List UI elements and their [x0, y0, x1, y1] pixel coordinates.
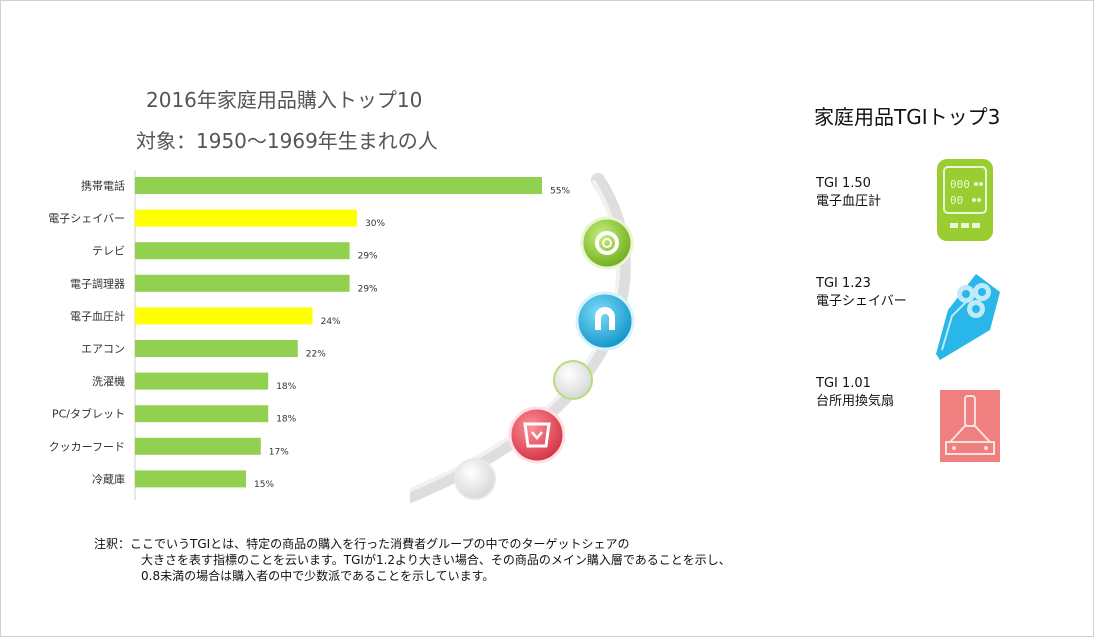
tgi-value: TGI 1.50 — [816, 176, 871, 191]
bar-chart: 携帯電話 55% 電子シェイバー 30% テレビ 29% 電子調理器 29% 電子血圧計 24% エ… — [48, 170, 570, 500]
category-label: 電子調理器 — [70, 276, 125, 290]
svg-text:00: 00 — [950, 194, 963, 207]
white-bubble — [454, 458, 496, 500]
bar — [135, 307, 313, 325]
category-label: 洗濯機 — [92, 374, 125, 388]
footnote-line: ここでいうTGIとは、特定の商品の購入を行った消費者グループの中でのターゲットシ… — [130, 537, 630, 551]
tgi-panel-title: 家庭用品TGIトップ3 — [814, 105, 1001, 129]
category-label: クッカーフード — [49, 440, 125, 453]
value-label: 24% — [321, 317, 341, 327]
bucket-icon — [508, 406, 566, 464]
decorative-curve-graphic — [410, 173, 635, 503]
value-label: 29% — [358, 252, 378, 262]
value-label: 55% — [550, 187, 570, 197]
footnote: 注釈：ここでいうTGIとは、特定の商品の購入を行った消費者グループの中でのターゲ… — [94, 536, 731, 584]
tgi-item-3: TGI 1.01 台所用換気扇 — [816, 375, 894, 411]
footnote-prefix: 注釈： — [94, 537, 131, 551]
chart-subtitle: 対象：1950～1969年生まれの人 — [136, 129, 438, 153]
category-label: 冷蔵庫 — [92, 472, 125, 486]
magnet-icon — [575, 291, 635, 351]
value-label: 17% — [269, 447, 289, 457]
bar — [135, 177, 542, 194]
tgi-value: TGI 1.23 — [816, 276, 871, 291]
tgi-product-name: 電子血圧計 — [816, 194, 882, 209]
value-label: 15% — [254, 480, 274, 490]
blood-pressure-monitor-icon: 000 00 — [937, 159, 993, 241]
tgi-value: TGI 1.01 — [816, 376, 871, 391]
category-label: PC/タブレット — [52, 407, 125, 421]
tgi-item-2: TGI 1.23 電子シェイバー — [816, 275, 907, 311]
range-hood-icon — [940, 390, 1000, 462]
category-label: 電子血圧計 — [70, 309, 125, 323]
bar — [135, 470, 246, 488]
bar — [135, 405, 269, 423]
category-label: 電子シェイバー — [48, 212, 125, 225]
lifebuoy-icon — [580, 216, 634, 270]
bar — [135, 274, 350, 292]
bar — [135, 242, 350, 260]
tgi-product-name: 電子シェイバー — [816, 294, 907, 309]
tgi-product-name: 台所用換気扇 — [816, 394, 895, 409]
electric-shaver-icon — [936, 274, 1000, 360]
category-label: テレビ — [92, 245, 125, 258]
svg-text:000: 000 — [950, 178, 970, 191]
white-bubble — [553, 360, 593, 400]
category-label: 携帯電話 — [81, 179, 125, 193]
bar — [135, 372, 269, 390]
value-label: 22% — [306, 350, 326, 360]
category-label: エアコン — [81, 343, 125, 356]
bar — [135, 209, 357, 227]
value-label: 18% — [276, 415, 296, 425]
tgi-item-1: TGI 1.50 電子血圧計 — [816, 175, 881, 211]
footnote-line: 大きさを表す指標のことを云います。TGIが1.2より大きい場合、その商品のメイン… — [141, 553, 731, 567]
footnote-line: 0.8未満の場合は購入者の中で少数派であることを示しています。 — [141, 569, 495, 583]
value-label: 30% — [365, 219, 385, 229]
value-label: 29% — [358, 284, 378, 294]
chart-title: 2016年家庭用品購入トップ10 — [146, 88, 423, 112]
bar — [135, 437, 261, 455]
bar — [135, 340, 298, 357]
value-label: 18% — [276, 382, 296, 392]
